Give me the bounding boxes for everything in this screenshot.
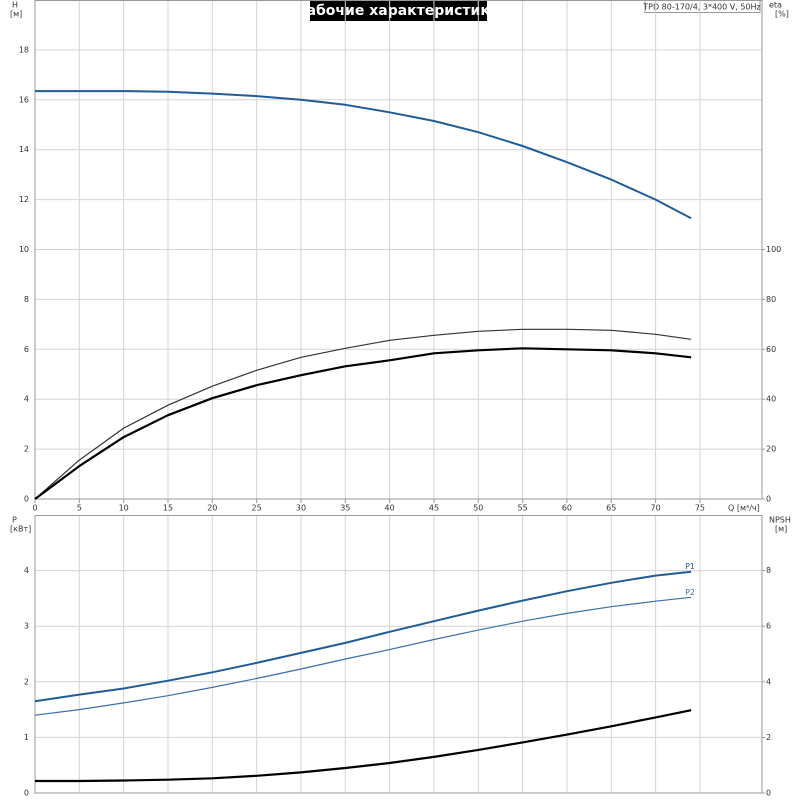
y-tick-label: 2 (24, 445, 29, 454)
y2-tick-label: 80 (766, 295, 776, 304)
chart-title: Рабочие характеристики (296, 3, 499, 19)
y2-tick-label: 6 (766, 622, 771, 631)
y2-tick-label: 0 (766, 495, 771, 504)
y2-tick-label: 4 (766, 677, 771, 686)
x-tick-label: 55 (518, 504, 528, 513)
y2-tick-label: 0 (766, 789, 771, 798)
y2-tick-label: 60 (766, 345, 776, 354)
x-tick-label: 20 (207, 504, 217, 513)
series-line (34, 570, 692, 703)
x-tick-label: 50 (473, 504, 483, 513)
series-line (34, 328, 692, 500)
series-line (34, 347, 692, 500)
x-tick-label: 45 (429, 504, 439, 513)
series-line (35, 709, 692, 783)
y-axis-unit: [м] (10, 10, 22, 19)
series-label: P1 (685, 562, 695, 571)
x-tick-label: 0 (32, 504, 37, 513)
y2-tick-label: 40 (766, 395, 776, 404)
y-tick-label: 16 (19, 95, 29, 104)
x-axis-label: Q [м³/ч] (728, 504, 760, 513)
y-tick-label: 0 (24, 495, 29, 504)
y-tick-label: 2 (24, 677, 29, 686)
x-tick-label: 10 (119, 504, 129, 513)
y-tick-label: 18 (19, 45, 29, 54)
y2-axis-label: eta (769, 1, 782, 10)
x-tick-label: 30 (296, 504, 306, 513)
y-axis-unit: [кВт] (10, 525, 31, 534)
x-tick-label: 75 (695, 504, 705, 513)
x-tick-label: 25 (252, 504, 262, 513)
title-box (310, 0, 487, 21)
x-tick-label: 15 (163, 504, 173, 513)
series-line (35, 90, 692, 220)
x-tick-label: 65 (606, 504, 616, 513)
y-tick-label: 4 (24, 566, 29, 575)
x-tick-label: 40 (385, 504, 395, 513)
y-tick-label: 1 (24, 733, 29, 742)
series-label: P2 (685, 588, 695, 597)
y-tick-label: 6 (24, 345, 29, 354)
y2-axis-unit: [%] (775, 10, 789, 19)
y-tick-label: 4 (24, 395, 29, 404)
y-tick-label: 12 (19, 195, 29, 204)
x-tick-label: 5 (77, 504, 82, 513)
y-tick-label: 3 (24, 622, 29, 631)
y2-axis-label: NPSH (769, 516, 791, 525)
y-tick-label: 10 (19, 245, 29, 254)
y2-tick-label: 100 (766, 245, 781, 254)
y-axis-label: H (12, 1, 18, 10)
x-tick-label: 60 (562, 504, 572, 513)
y2-axis-unit: [м] (775, 525, 787, 534)
series-line (34, 596, 692, 716)
y2-tick-label: 8 (766, 566, 771, 575)
y2-tick-label: 2 (766, 733, 771, 742)
y-tick-label: 8 (24, 295, 29, 304)
x-tick-label: 35 (340, 504, 350, 513)
y2-tick-label: 20 (766, 445, 776, 454)
annotation: TPD 80-170/4, 3*400 V, 50Hz (642, 3, 760, 12)
x-tick-label: 70 (651, 504, 661, 513)
plot-frame (34, 515, 763, 794)
plot-frame (34, 0, 763, 500)
y-tick-label: 0 (24, 789, 29, 798)
y-axis-label: P (12, 516, 17, 525)
y-tick-label: 14 (19, 145, 29, 154)
